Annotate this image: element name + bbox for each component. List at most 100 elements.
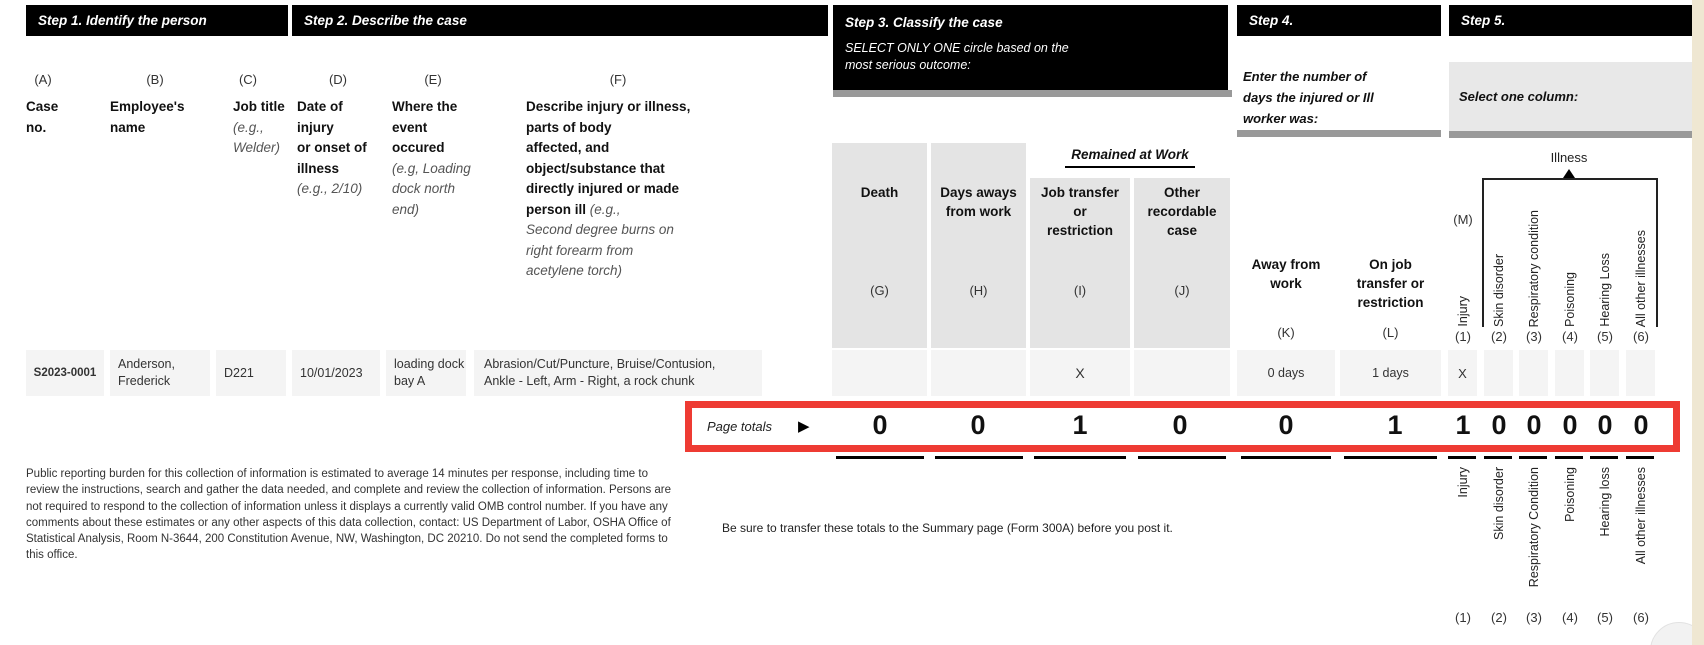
- total-death: 0: [872, 410, 888, 440]
- days-away-label: Days aways from work: [940, 185, 1017, 219]
- col-letter-l: (L): [1382, 325, 1399, 340]
- col-number-1: (1): [1455, 329, 1471, 344]
- row-employee-name-cell: Anderson, Frederick: [110, 350, 210, 396]
- col-letter-k: (K): [1277, 325, 1295, 340]
- description-value: Abrasion/Cut/Puncture, Bruise/Contusion,…: [484, 357, 716, 388]
- page-totals-arrow-icon: ▶: [798, 418, 810, 435]
- total-days-away: 0: [970, 410, 986, 440]
- bottom-skin-disorder-label: Skin disorder: [1492, 467, 1506, 540]
- bottom-respiratory-condition-label: Respiratory Condition: [1527, 467, 1541, 588]
- illness-pointer-icon: [1563, 169, 1575, 178]
- row-all-other-cell: [1626, 350, 1655, 396]
- col-header-job-title: Job title (e.g., Welder): [233, 97, 285, 159]
- row-poisoning-cell: [1555, 350, 1584, 396]
- bottom-col-number-6: (6): [1633, 610, 1649, 625]
- col-header-employee-name: Employee's name: [110, 99, 185, 135]
- job-transfer-column-box: [1030, 178, 1130, 348]
- col-number-5: (5): [1597, 329, 1613, 344]
- death-label: Death: [860, 185, 899, 200]
- col-letter-b: (B): [146, 72, 164, 87]
- row-job-transfer-cell: X: [1030, 350, 1130, 396]
- total-poisoning: 0: [1562, 410, 1578, 440]
- describe-label-tail-line: person ill (e.g.,: [526, 200, 771, 221]
- total-underline-i: [1034, 456, 1126, 459]
- row-injury-cell: X: [1448, 350, 1477, 396]
- on-job-transfer-label: On job transfer or restriction: [1356, 257, 1425, 310]
- where-hint: (e.g, Loading dock north end): [392, 160, 471, 217]
- row-other-recordable-cell: [1134, 350, 1230, 396]
- away-from-work-label: Away from work: [1251, 257, 1321, 291]
- remained-at-work-group: Remained at Work: [1030, 146, 1230, 168]
- step2-header-bar: Step 2. Describe the case: [292, 5, 828, 36]
- total-underline-j: [1138, 456, 1226, 459]
- col-header-where-event: Where the event occured (e.g, Loading do…: [392, 97, 471, 220]
- transfer-totals-note: Be sure to transfer these totals to the …: [722, 521, 1173, 535]
- where-value: loading dock bay A: [394, 357, 465, 388]
- bottom-injury-label: Injury: [1456, 467, 1470, 498]
- step1-header-bar: Step 1. Identify the person: [26, 5, 288, 36]
- poisoning-column-label: Poisoning: [1563, 272, 1577, 327]
- bottom-col-number-2: (2): [1491, 610, 1507, 625]
- step4-instruction: Enter the number of days the injured or …: [1243, 69, 1374, 126]
- row-days-away-cell: [931, 350, 1026, 396]
- illness-group-label: Illness: [1550, 150, 1588, 165]
- step3-header-bar: Step 3. Classify the case SELECT ONLY ON…: [833, 5, 1228, 90]
- illness-bracket-left: [1482, 178, 1484, 327]
- total-other-recordable: 0: [1172, 410, 1188, 440]
- date-hint: (e.g., 2/10): [297, 181, 363, 196]
- col-letter-d: (D): [328, 72, 348, 87]
- date-label: Date of injury or onset of illness: [297, 99, 367, 176]
- total-respiratory: 0: [1526, 410, 1542, 440]
- paperwork-burden-text: Public reporting burden for this collect…: [26, 468, 672, 562]
- row-hearing-cell: [1590, 350, 1619, 396]
- step5-shadow: [1449, 131, 1696, 138]
- total-underline-k: [1241, 456, 1331, 459]
- total-transfer-days: 1: [1387, 410, 1403, 440]
- row-death-cell: [832, 350, 927, 396]
- col-number-2: (2): [1491, 329, 1507, 344]
- bottom-col-number-3: (3): [1526, 610, 1542, 625]
- bottom-all-other-illnesses-label: All other illnesses: [1634, 467, 1648, 565]
- col-letter-j: (J): [1174, 283, 1190, 298]
- total-underline-g: [836, 456, 924, 459]
- skin-disorder-column-label: Skin disorder: [1492, 254, 1506, 327]
- illness-bracket-right: [1656, 178, 1658, 327]
- step3-subtitle: SELECT ONLY ONE circle based on the most…: [845, 41, 1069, 72]
- col-number-6: (6): [1633, 329, 1649, 344]
- total-away-days: 0: [1278, 410, 1294, 440]
- step5-instruction: Select one column:: [1459, 89, 1579, 104]
- employee-name-value: Anderson, Frederick: [118, 357, 175, 388]
- injury-column-label: Injury: [1456, 296, 1470, 327]
- other-recordable-column-box: [1134, 178, 1230, 348]
- bottom-poisoning-label: Poisoning: [1563, 467, 1577, 522]
- total-injury: 1: [1455, 410, 1471, 440]
- step4-shadow: [1237, 130, 1441, 137]
- col-letter-g: (G): [870, 283, 889, 298]
- row-description-cell: Abrasion/Cut/Puncture, Bruise/Contusion,…: [474, 350, 762, 396]
- col-number-4: (4): [1562, 329, 1578, 344]
- row-where-cell: loading dock bay A: [386, 350, 466, 396]
- total-underline-h: [935, 456, 1023, 459]
- total-job-transfer: 1: [1072, 410, 1088, 440]
- col-letter-e: (E): [424, 72, 442, 87]
- row-case-no-cell: S2023-0001: [26, 350, 104, 396]
- total-underline-6: [1626, 456, 1654, 459]
- total-underline-5: [1590, 456, 1618, 459]
- total-underline-4: [1555, 456, 1583, 459]
- death-column-box: [832, 143, 927, 348]
- total-hearing: 0: [1597, 410, 1613, 440]
- row-transfer-days-cell: 1 days: [1340, 350, 1441, 396]
- step3-shadow: [833, 90, 1232, 97]
- total-skin: 0: [1491, 410, 1507, 440]
- job-title-label: Job title: [233, 99, 285, 114]
- total-underline-3: [1519, 456, 1547, 459]
- days-away-column-box: [931, 143, 1026, 348]
- illness-bracket-top: [1482, 178, 1658, 180]
- page-edge-strip: [1692, 0, 1704, 645]
- job-title-hint: (e.g., Welder): [233, 119, 281, 156]
- step5-instruction-box: Select one column:: [1449, 62, 1696, 131]
- row-respiratory-cell: [1519, 350, 1548, 396]
- bottom-hearing-loss-label: Hearing loss: [1598, 467, 1612, 537]
- describe-label-tail: person ill: [526, 201, 590, 217]
